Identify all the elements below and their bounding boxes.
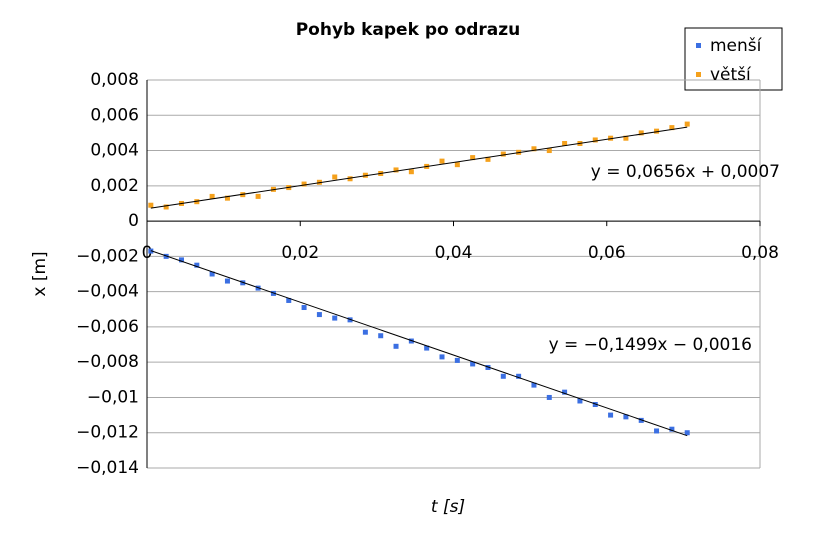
y-tick-label: −0,012	[76, 423, 139, 443]
marker	[301, 305, 307, 311]
marker	[332, 174, 338, 180]
marker	[546, 394, 552, 400]
marker	[378, 333, 384, 339]
marker	[654, 128, 660, 134]
chart-title: Pohyb kapek po odrazu	[296, 20, 521, 40]
x-tick-label: 0,06	[588, 243, 626, 263]
marker	[178, 257, 184, 263]
legend-label: větší	[710, 65, 752, 85]
marker	[500, 373, 506, 379]
marker	[148, 202, 154, 208]
marker	[577, 398, 583, 404]
marker	[470, 155, 476, 161]
marker	[623, 414, 629, 420]
y-tick-label: 0,006	[90, 105, 139, 125]
marker	[623, 135, 629, 141]
legend-marker	[696, 72, 701, 77]
y-tick-label: 0,004	[90, 141, 139, 161]
marker	[454, 162, 460, 168]
trendline	[150, 126, 688, 209]
marker	[393, 343, 399, 349]
y-tick-label: −0,01	[87, 387, 139, 407]
marker	[301, 181, 307, 187]
y-tick-label: −0,006	[76, 317, 139, 337]
marker	[194, 262, 200, 268]
marker	[485, 156, 491, 162]
marker	[393, 167, 399, 173]
marker	[592, 137, 598, 143]
marker	[562, 389, 568, 395]
trendline	[150, 250, 688, 437]
marker	[209, 193, 215, 199]
marker	[684, 121, 690, 127]
trendline-equation: y = 0,0656x + 0,0007	[591, 162, 780, 182]
marker	[684, 430, 690, 436]
marker	[638, 130, 644, 136]
marker	[439, 158, 445, 164]
marker	[362, 329, 368, 335]
x-tick-label: 0,04	[435, 243, 473, 263]
trendline-equation: y = −0,1499x − 0,0016	[549, 335, 752, 355]
x-axis-title: t [s]	[431, 497, 465, 517]
marker	[592, 402, 598, 408]
marker	[470, 361, 476, 367]
marker	[362, 172, 368, 178]
y-tick-label: 0,008	[90, 70, 139, 90]
marker	[608, 135, 614, 141]
marker	[286, 297, 292, 303]
y-tick-label: −0,004	[76, 282, 139, 302]
marker	[669, 426, 675, 432]
marker	[224, 278, 230, 284]
marker	[531, 382, 537, 388]
legend-marker	[696, 43, 701, 48]
marker	[439, 354, 445, 360]
marker	[608, 412, 614, 418]
marker	[562, 140, 568, 146]
y-tick-label: 0	[128, 211, 139, 231]
marker	[638, 417, 644, 423]
legend-label: menší	[710, 36, 763, 56]
marker	[500, 151, 506, 157]
marker	[546, 148, 552, 154]
marker	[454, 357, 460, 363]
marker	[347, 176, 353, 182]
marker	[224, 195, 230, 201]
y-axis-title: x [m]	[30, 251, 50, 296]
marker	[316, 312, 322, 318]
y-tick-label: −0,002	[76, 246, 139, 266]
marker	[163, 204, 169, 210]
y-tick-label: 0,002	[90, 176, 139, 196]
marker	[408, 169, 414, 175]
x-tick-label: 0,08	[741, 243, 779, 263]
marker	[332, 315, 338, 321]
x-tick-label: 0,02	[281, 243, 319, 263]
marker	[654, 428, 660, 434]
marker	[424, 345, 430, 351]
marker	[531, 146, 537, 152]
marker	[516, 373, 522, 379]
marker	[669, 125, 675, 131]
y-tick-label: −0,008	[76, 352, 139, 372]
marker	[209, 271, 215, 277]
marker	[255, 193, 261, 199]
x-tick-label: 0	[142, 243, 153, 263]
y-tick-label: −0,014	[76, 458, 139, 478]
